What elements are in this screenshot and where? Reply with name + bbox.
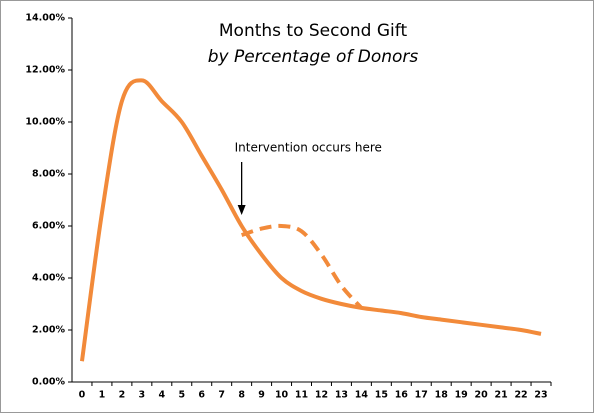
x-tick-label: 23 xyxy=(534,390,547,401)
x-tick-label: 20 xyxy=(475,390,489,401)
y-tick-label: 14.00% xyxy=(25,13,65,24)
annotation-arrowhead xyxy=(237,205,246,215)
chart-title: Months to Second Gift xyxy=(219,21,408,41)
y-tick-label: 10.00% xyxy=(25,117,65,128)
chart-subtitle: by Percentage of Donors xyxy=(208,47,419,67)
y-tick-label: 0.00% xyxy=(32,377,65,388)
y-tick-label: 8.00% xyxy=(32,169,65,180)
x-tick-label: 9 xyxy=(258,390,265,401)
x-tick-label: 12 xyxy=(315,390,328,401)
data-line xyxy=(241,223,363,310)
x-tick-label: 22 xyxy=(514,390,527,401)
x-tick-label: 5 xyxy=(178,390,185,401)
x-tick-label: 4 xyxy=(159,390,166,401)
x-tick-label: 14 xyxy=(355,390,369,401)
x-tick-label: 15 xyxy=(375,390,388,401)
x-tick-label: 21 xyxy=(494,390,507,401)
y-tick-label: 2.00% xyxy=(32,325,65,336)
x-tick-label: 6 xyxy=(198,390,205,401)
x-tick-label: 3 xyxy=(139,390,146,401)
x-tick-label: 10 xyxy=(275,390,289,401)
x-tick-label: 7 xyxy=(218,390,225,401)
x-tick-label: 1 xyxy=(99,390,106,401)
x-tick-label: 2 xyxy=(119,390,126,401)
y-tick-label: 12.00% xyxy=(25,65,65,76)
y-tick-label: 4.00% xyxy=(32,273,65,284)
x-tick-label: 0 xyxy=(79,390,86,401)
x-tick-label: 8 xyxy=(238,390,245,401)
x-tick-label: 19 xyxy=(455,390,468,401)
x-tick-label: 13 xyxy=(335,390,348,401)
x-tick-label: 16 xyxy=(395,390,409,401)
x-tick-label: 11 xyxy=(295,390,308,401)
data-line xyxy=(79,78,542,362)
y-tick-label: 6.00% xyxy=(32,221,65,232)
annotation: Intervention occurs here xyxy=(235,141,382,155)
x-tick-label: 17 xyxy=(415,390,428,401)
x-tick-label: 18 xyxy=(435,390,449,401)
